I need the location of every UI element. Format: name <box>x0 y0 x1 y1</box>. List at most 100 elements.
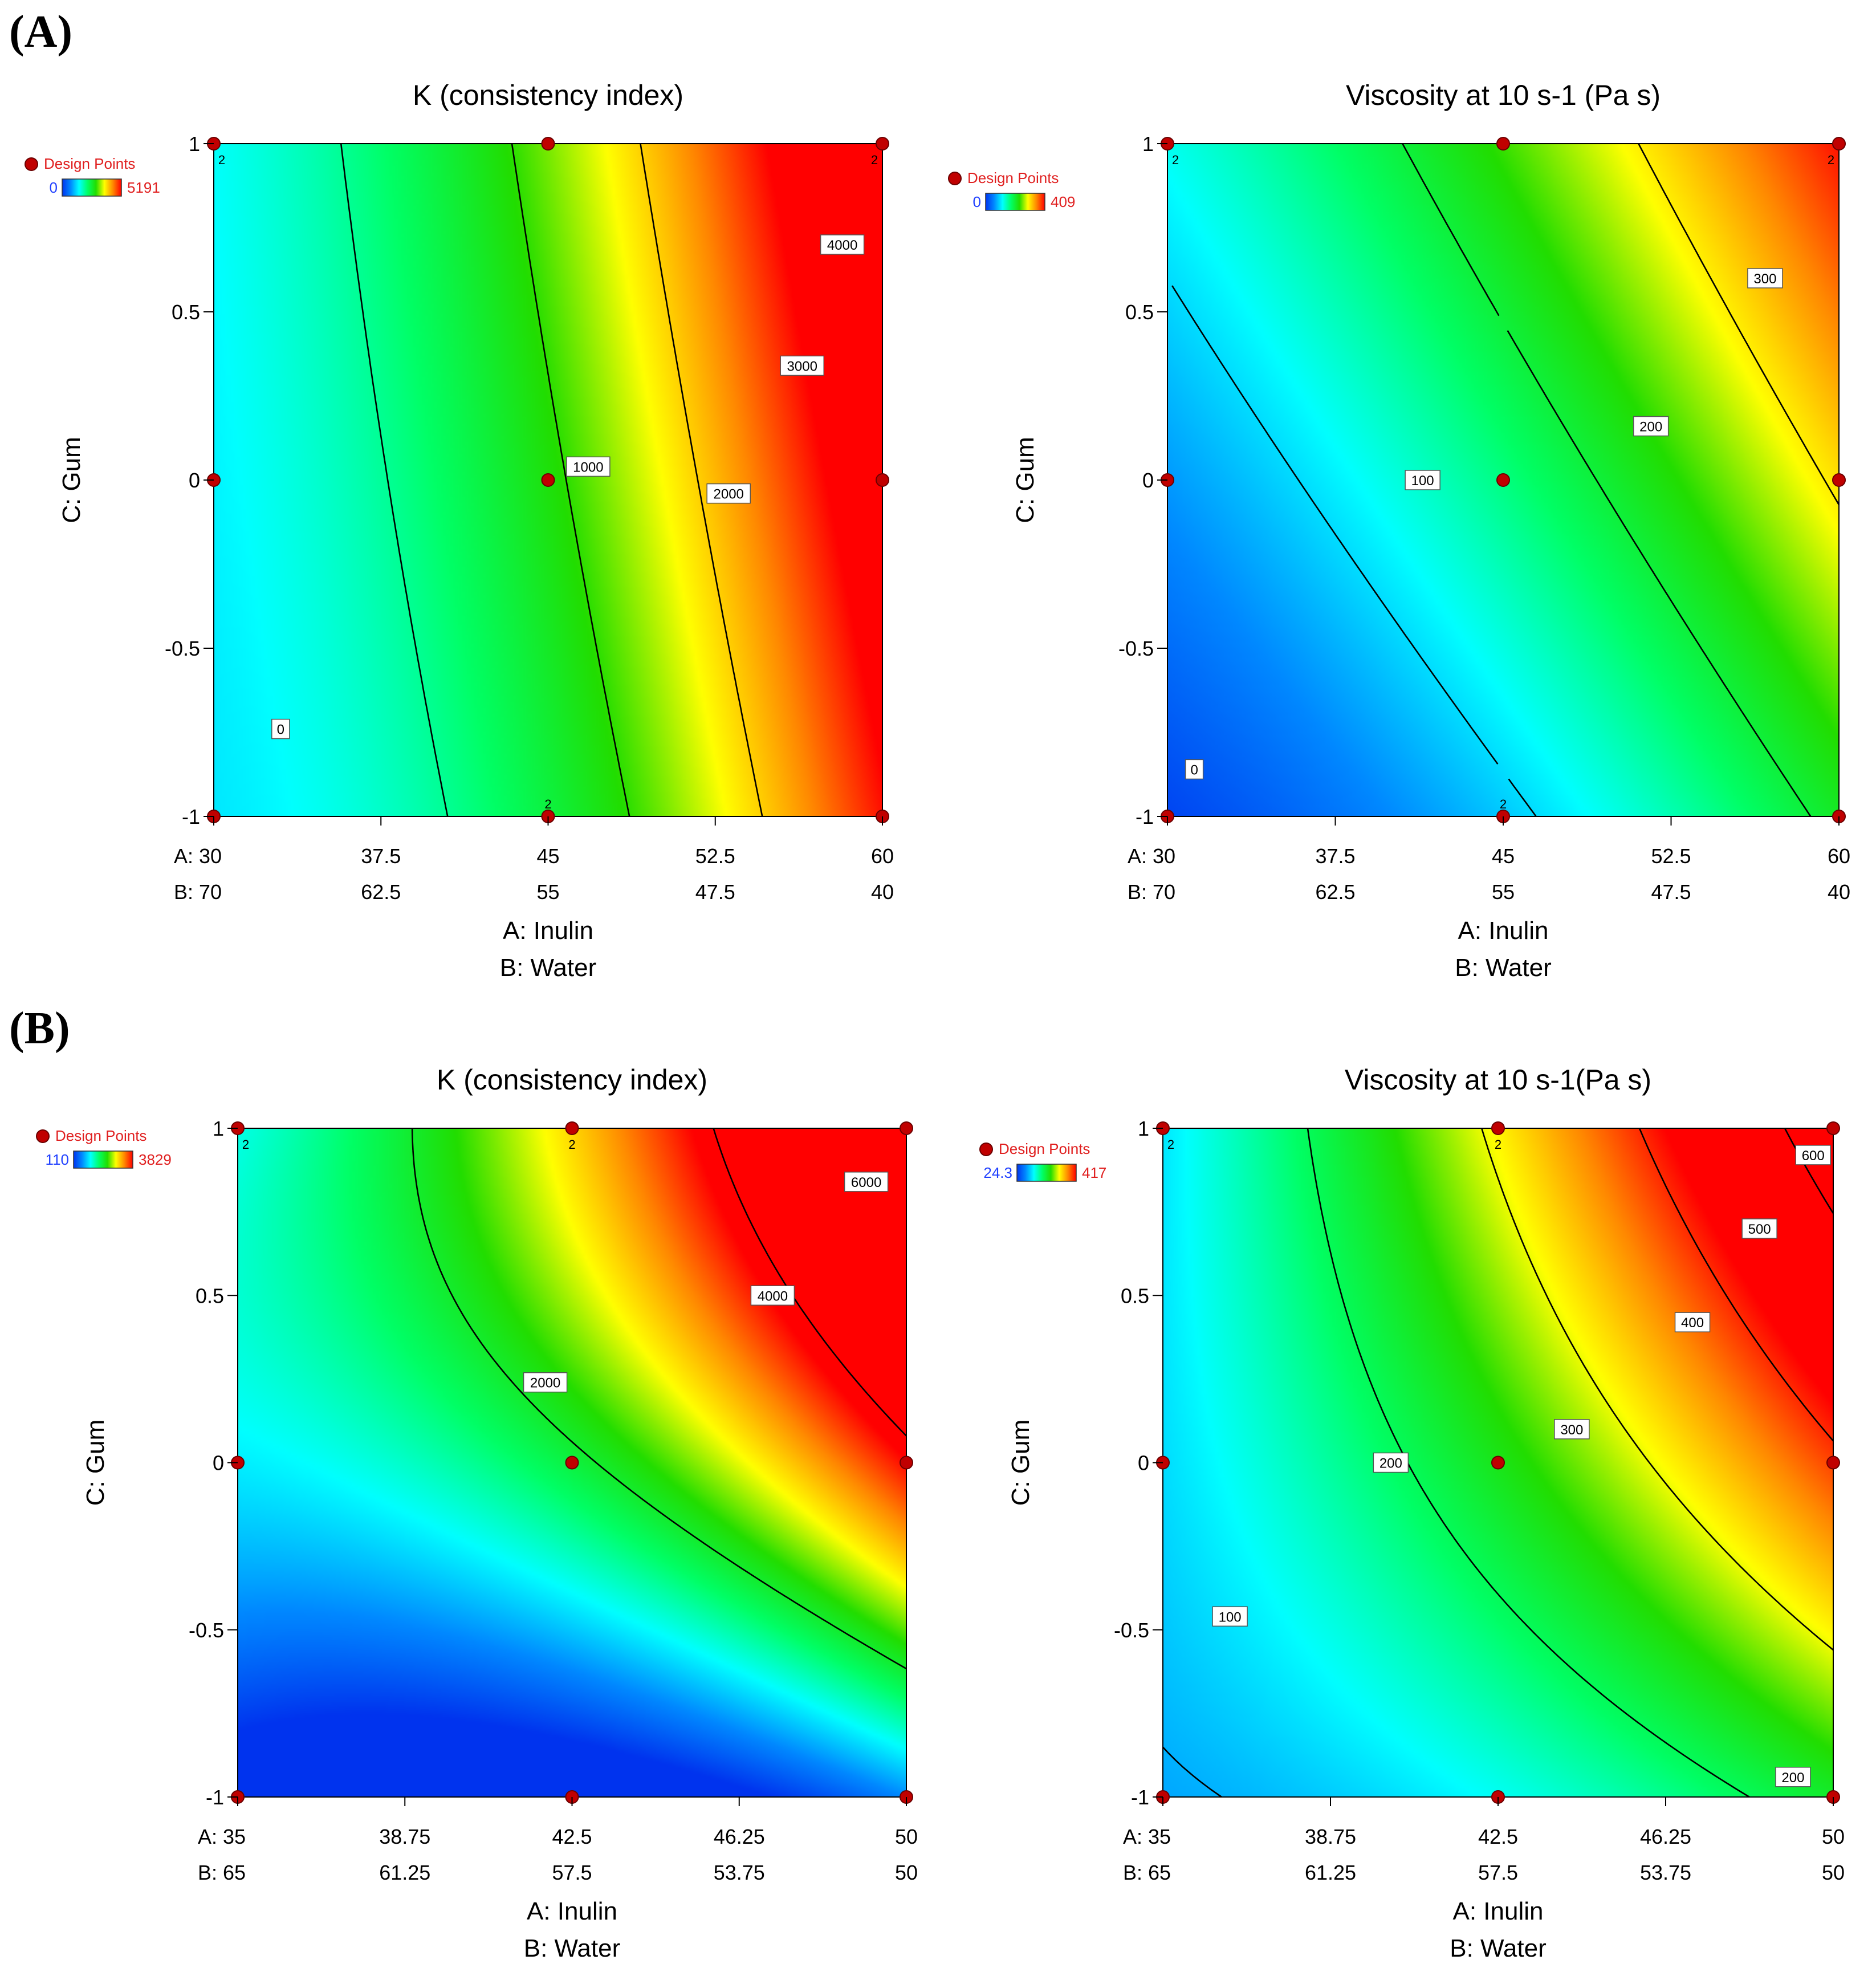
y-tick-label: 1 <box>1138 1117 1149 1140</box>
y-tick-label: -1 <box>182 805 200 828</box>
contour-label: 500 <box>1741 1218 1777 1239</box>
chart-title: Viscosity at 10 s-1(Pa s) <box>1345 1064 1651 1096</box>
replicate-mark: 2 <box>218 153 225 167</box>
contour-label-box <box>271 718 290 739</box>
contour-label-box <box>706 483 751 504</box>
contour-label-box <box>780 355 824 376</box>
y-axis-label: C: Gum <box>58 437 86 523</box>
design-point <box>1832 473 1846 487</box>
contour-label-box <box>844 1172 889 1192</box>
contour-label-text: 200 <box>1379 1456 1402 1471</box>
x-tick-label-a: 45 <box>536 844 559 868</box>
x-tick-label-a: 37.5 <box>361 844 401 868</box>
design-point <box>1491 1455 1505 1470</box>
chart-title: K (consistency index) <box>413 79 683 111</box>
contour-label-text: 100 <box>1411 473 1434 489</box>
contour-label-text: 500 <box>1748 1222 1771 1237</box>
design-point <box>1491 1121 1505 1135</box>
x-axis-label-b: B: Water <box>1450 1934 1547 1962</box>
x-tick-label-b: 62.5 <box>361 880 401 904</box>
contour-label-box <box>1747 268 1783 288</box>
y-tick-label: 0 <box>213 1452 224 1475</box>
legend-max: 5191 <box>127 179 160 196</box>
x-tick-label-b: 53.75 <box>714 1861 765 1884</box>
y-tick-label: -1 <box>206 1786 224 1809</box>
contour-label: 4000 <box>750 1285 795 1306</box>
x-tick-label-a: 50 <box>895 1825 918 1848</box>
x-axis-label-b: B: Water <box>1455 954 1552 982</box>
replicate-mark: 2 <box>871 153 878 167</box>
contour-label-box <box>1405 470 1440 490</box>
contour-line-200 <box>1307 1128 1750 1798</box>
x-tick-label-b: 50 <box>1822 1861 1845 1884</box>
legend-max: 409 <box>1051 193 1075 210</box>
contour-label: 400 <box>1674 1312 1711 1332</box>
panel-label-a: (A) <box>9 7 72 57</box>
x-tick-label-b: 55 <box>536 880 559 904</box>
contour-line-3000 <box>511 143 630 817</box>
x-tick-label-a: 46.25 <box>1640 1825 1691 1848</box>
contour-label-text: 4000 <box>827 238 857 253</box>
legend-min: 0 <box>973 193 981 210</box>
legend-min: 0 <box>50 179 58 196</box>
design-point <box>900 1121 913 1135</box>
x-tick-label-a: A: 35 <box>198 1825 246 1848</box>
contour-label-text: 600 <box>1802 1148 1825 1164</box>
replicate-mark: 2 <box>1172 153 1179 167</box>
contour-label: 200 <box>1775 1767 1811 1787</box>
design-point <box>565 1455 579 1470</box>
legend-min: 110 <box>46 1151 69 1168</box>
x-tick-label-b: 40 <box>871 880 894 904</box>
legend-label: Design Points <box>55 1127 147 1144</box>
x-axis-label-a: A: Inulin <box>503 917 593 945</box>
x-tick-label-b: 55 <box>1492 880 1515 904</box>
y-tick-label: 0 <box>1138 1452 1149 1475</box>
replicate-mark: 2 <box>1828 153 1834 167</box>
x-tick-label-a: 46.25 <box>714 1825 765 1848</box>
legend-design-point-icon <box>979 1143 993 1156</box>
x-tick-label-a: 37.5 <box>1315 844 1355 868</box>
legend-min: 24.3 <box>983 1164 1012 1181</box>
y-tick-label: 0 <box>1142 469 1154 492</box>
chart-title: Viscosity at 10 s-1 (Pa s) <box>1346 79 1661 111</box>
y-tick-label: -0.5 <box>189 1619 224 1642</box>
contour-label-text: 1000 <box>573 460 603 475</box>
y-tick-label: 0.5 <box>1125 300 1154 324</box>
contour-label: 1000 <box>566 456 611 477</box>
x-tick-label-a: 38.75 <box>1305 1825 1356 1848</box>
x-tick-label-a: 52.5 <box>1651 844 1691 868</box>
x-tick-label-b: 53.75 <box>1640 1861 1691 1884</box>
x-tick-label-a: A: 30 <box>174 844 222 868</box>
contour-label: 300 <box>1747 268 1783 288</box>
x-tick-label-b: B: 70 <box>1128 880 1175 904</box>
design-point <box>876 473 889 487</box>
contour-label-box <box>566 456 611 477</box>
contour-line-2000 <box>340 143 449 817</box>
legend-design-point-icon <box>948 172 962 185</box>
x-tick-label-b: 61.25 <box>1305 1861 1356 1884</box>
x-tick-label-a: 52.5 <box>695 844 735 868</box>
legend-max: 417 <box>1082 1164 1106 1181</box>
contour-label-box <box>1674 1312 1711 1332</box>
y-tick-label: 1 <box>1142 132 1154 156</box>
x-tick-label-b: 47.5 <box>1651 880 1691 904</box>
x-tick-label-a: 60 <box>1828 844 1850 868</box>
contour-label-box <box>1212 1606 1248 1627</box>
x-tick-label-b: 57.5 <box>1478 1861 1518 1884</box>
x-tick-label-b: 61.25 <box>379 1861 430 1884</box>
y-axis-label: C: Gum <box>1011 437 1039 523</box>
contour-label-box <box>1185 759 1204 780</box>
replicate-mark: 2 <box>1500 797 1507 811</box>
legend: Design Points 110 3829 <box>36 1127 172 1169</box>
legend: Design Points 0 5191 <box>25 155 160 197</box>
legend: Design Points 0 409 <box>948 169 1075 211</box>
contour-line-300 <box>1638 143 1840 506</box>
y-tick-label: 0.5 <box>172 300 200 324</box>
legend-label: Design Points <box>44 155 135 172</box>
y-tick-label: 0.5 <box>1121 1284 1149 1307</box>
legend-colorbar <box>62 178 122 197</box>
legend-colorbar <box>1016 1164 1077 1182</box>
y-tick-label: 0.5 <box>196 1284 224 1307</box>
